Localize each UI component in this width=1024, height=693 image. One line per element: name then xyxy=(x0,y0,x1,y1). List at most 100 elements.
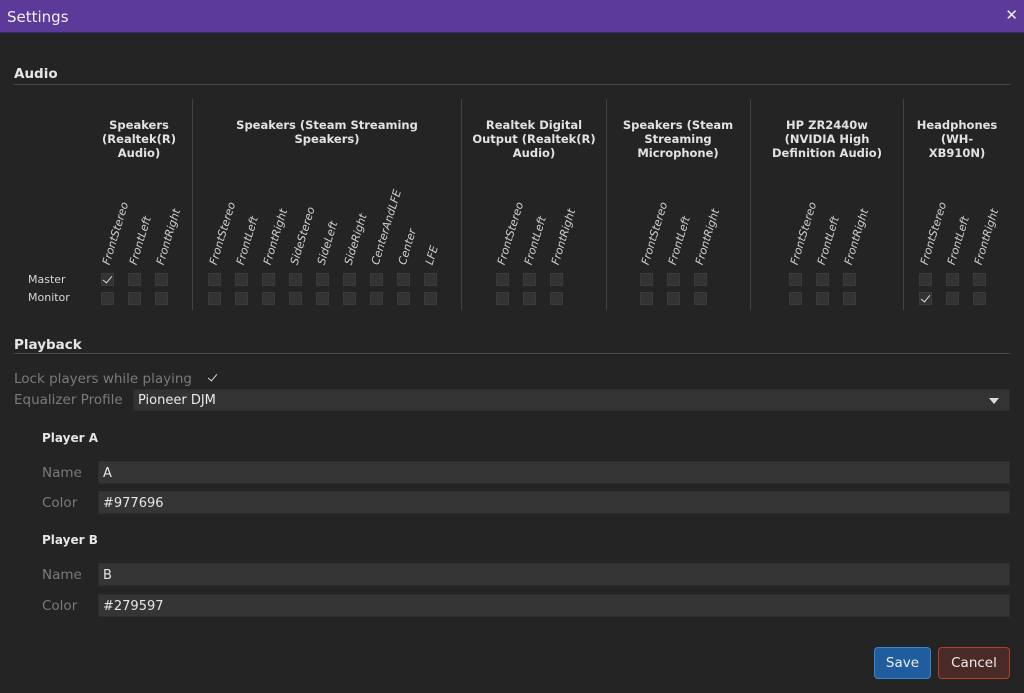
device-header: Speakers (Steam Streaming Speakers) xyxy=(236,118,418,146)
equalizer-profile-select[interactable]: Pioneer DJM xyxy=(133,389,1010,411)
monitor-channel-checkbox[interactable] xyxy=(128,292,141,305)
device-header: Headphones (WH- XB910N) xyxy=(916,118,998,160)
channel-label: LFE xyxy=(422,244,441,267)
device-separator xyxy=(750,99,751,310)
device-header: HP ZR2440w (NVIDIA High Definition Audio) xyxy=(772,118,882,160)
channel-label: SideRight xyxy=(341,212,370,267)
monitor-channel-checkbox[interactable] xyxy=(343,292,356,305)
monitor-channel-checkbox[interactable] xyxy=(946,292,959,305)
title-bar: Settings ✕ xyxy=(0,0,1024,33)
equalizer-profile-value: Pioneer DJM xyxy=(138,393,216,408)
monitor-channel-checkbox[interactable] xyxy=(397,292,410,305)
master-channel-checkbox[interactable] xyxy=(101,273,114,286)
close-icon[interactable]: ✕ xyxy=(1005,6,1018,24)
master-channel-checkbox[interactable] xyxy=(343,273,356,286)
device-separator xyxy=(903,99,904,310)
channel-label: FrontRight xyxy=(971,207,1002,267)
channel-label: FrontLeft xyxy=(944,214,972,267)
channel-label: FrontStereo xyxy=(917,200,950,267)
lock-players-label: Lock players while playing xyxy=(14,371,192,387)
device-separator xyxy=(461,99,462,310)
master-channel-checkbox[interactable] xyxy=(424,273,437,286)
master-channel-checkbox[interactable] xyxy=(946,273,959,286)
player-a-name-input[interactable]: A xyxy=(98,461,1010,484)
monitor-channel-checkbox[interactable] xyxy=(208,292,221,305)
master-channel-checkbox[interactable] xyxy=(816,273,829,286)
save-button[interactable]: Save xyxy=(874,647,931,679)
player-a-title: Player A xyxy=(42,431,98,445)
master-channel-checkbox[interactable] xyxy=(496,273,509,286)
monitor-channel-checkbox[interactable] xyxy=(550,292,563,305)
master-channel-checkbox[interactable] xyxy=(235,273,248,286)
monitor-channel-checkbox[interactable] xyxy=(694,292,707,305)
equalizer-profile-label: Equalizer Profile xyxy=(14,392,123,408)
channel-label: SideLeft xyxy=(314,219,341,267)
channel-label: FrontLeft xyxy=(233,214,261,267)
monitor-channel-checkbox[interactable] xyxy=(496,292,509,305)
monitor-channel-checkbox[interactable] xyxy=(289,292,302,305)
chevron-down-icon xyxy=(989,398,999,404)
channel-label: SideStereo xyxy=(287,205,318,267)
channel-label: FrontRight xyxy=(260,207,291,267)
master-channel-checkbox[interactable] xyxy=(667,273,680,286)
player-a-color-input[interactable]: #977696 xyxy=(98,491,1010,514)
master-channel-checkbox[interactable] xyxy=(843,273,856,286)
monitor-channel-checkbox[interactable] xyxy=(370,292,383,305)
channel-label: FrontStereo xyxy=(787,200,820,267)
device-header: Realtek Digital Output (Realtek(R) Audio) xyxy=(472,118,596,160)
monitor-channel-checkbox[interactable] xyxy=(424,292,437,305)
master-channel-checkbox[interactable] xyxy=(973,273,986,286)
master-channel-checkbox[interactable] xyxy=(919,273,932,286)
row-label-master: Master xyxy=(28,273,66,286)
master-channel-checkbox[interactable] xyxy=(128,273,141,286)
player-b-name-label: Name xyxy=(42,567,82,583)
monitor-channel-checkbox[interactable] xyxy=(523,292,536,305)
cancel-button[interactable]: Cancel xyxy=(938,647,1010,679)
channel-label: FrontStereo xyxy=(206,200,239,267)
device-header: Speakers (Realtek(R) Audio) xyxy=(102,118,176,160)
window-title: Settings xyxy=(7,8,69,26)
monitor-channel-checkbox[interactable] xyxy=(843,292,856,305)
monitor-channel-checkbox[interactable] xyxy=(262,292,275,305)
monitor-channel-checkbox[interactable] xyxy=(235,292,248,305)
monitor-channel-checkbox[interactable] xyxy=(973,292,986,305)
monitor-channel-checkbox[interactable] xyxy=(316,292,329,305)
master-channel-checkbox[interactable] xyxy=(397,273,410,286)
monitor-channel-checkbox[interactable] xyxy=(789,292,802,305)
master-channel-checkbox[interactable] xyxy=(262,273,275,286)
monitor-channel-checkbox[interactable] xyxy=(816,292,829,305)
master-channel-checkbox[interactable] xyxy=(155,273,168,286)
device-header: Speakers (Steam Streaming Microphone) xyxy=(622,118,734,160)
master-channel-checkbox[interactable] xyxy=(370,273,383,286)
channel-label: FrontLeft xyxy=(521,214,549,267)
player-b-color-input[interactable]: #279597 xyxy=(98,594,1010,617)
channel-label: FrontRight xyxy=(548,207,579,267)
master-channel-checkbox[interactable] xyxy=(316,273,329,286)
player-b-name-input[interactable]: B xyxy=(98,563,1010,586)
channel-label: FrontStereo xyxy=(494,200,527,267)
master-channel-checkbox[interactable] xyxy=(289,273,302,286)
master-channel-checkbox[interactable] xyxy=(523,273,536,286)
master-channel-checkbox[interactable] xyxy=(208,273,221,286)
channel-label: FrontLeft xyxy=(814,214,842,267)
player-a-color-label: Color xyxy=(42,495,78,511)
monitor-channel-checkbox[interactable] xyxy=(155,292,168,305)
master-channel-checkbox[interactable] xyxy=(694,273,707,286)
master-channel-checkbox[interactable] xyxy=(789,273,802,286)
channel-label: FrontRight xyxy=(153,207,184,267)
channel-label: FrontLeft xyxy=(126,214,154,267)
monitor-channel-checkbox[interactable] xyxy=(640,292,653,305)
master-channel-checkbox[interactable] xyxy=(640,273,653,286)
monitor-channel-checkbox[interactable] xyxy=(667,292,680,305)
player-b-color-label: Color xyxy=(42,598,78,614)
row-label-monitor: Monitor xyxy=(28,291,70,304)
device-separator xyxy=(192,99,193,310)
master-channel-checkbox[interactable] xyxy=(550,273,563,286)
channel-label: FrontRight xyxy=(841,207,872,267)
monitor-channel-checkbox[interactable] xyxy=(919,292,932,305)
lock-players-checkbox[interactable] xyxy=(206,372,219,385)
playback-section-title: Playback xyxy=(14,337,82,353)
playback-divider xyxy=(14,353,1010,354)
monitor-channel-checkbox[interactable] xyxy=(101,292,114,305)
device-separator xyxy=(606,99,607,310)
